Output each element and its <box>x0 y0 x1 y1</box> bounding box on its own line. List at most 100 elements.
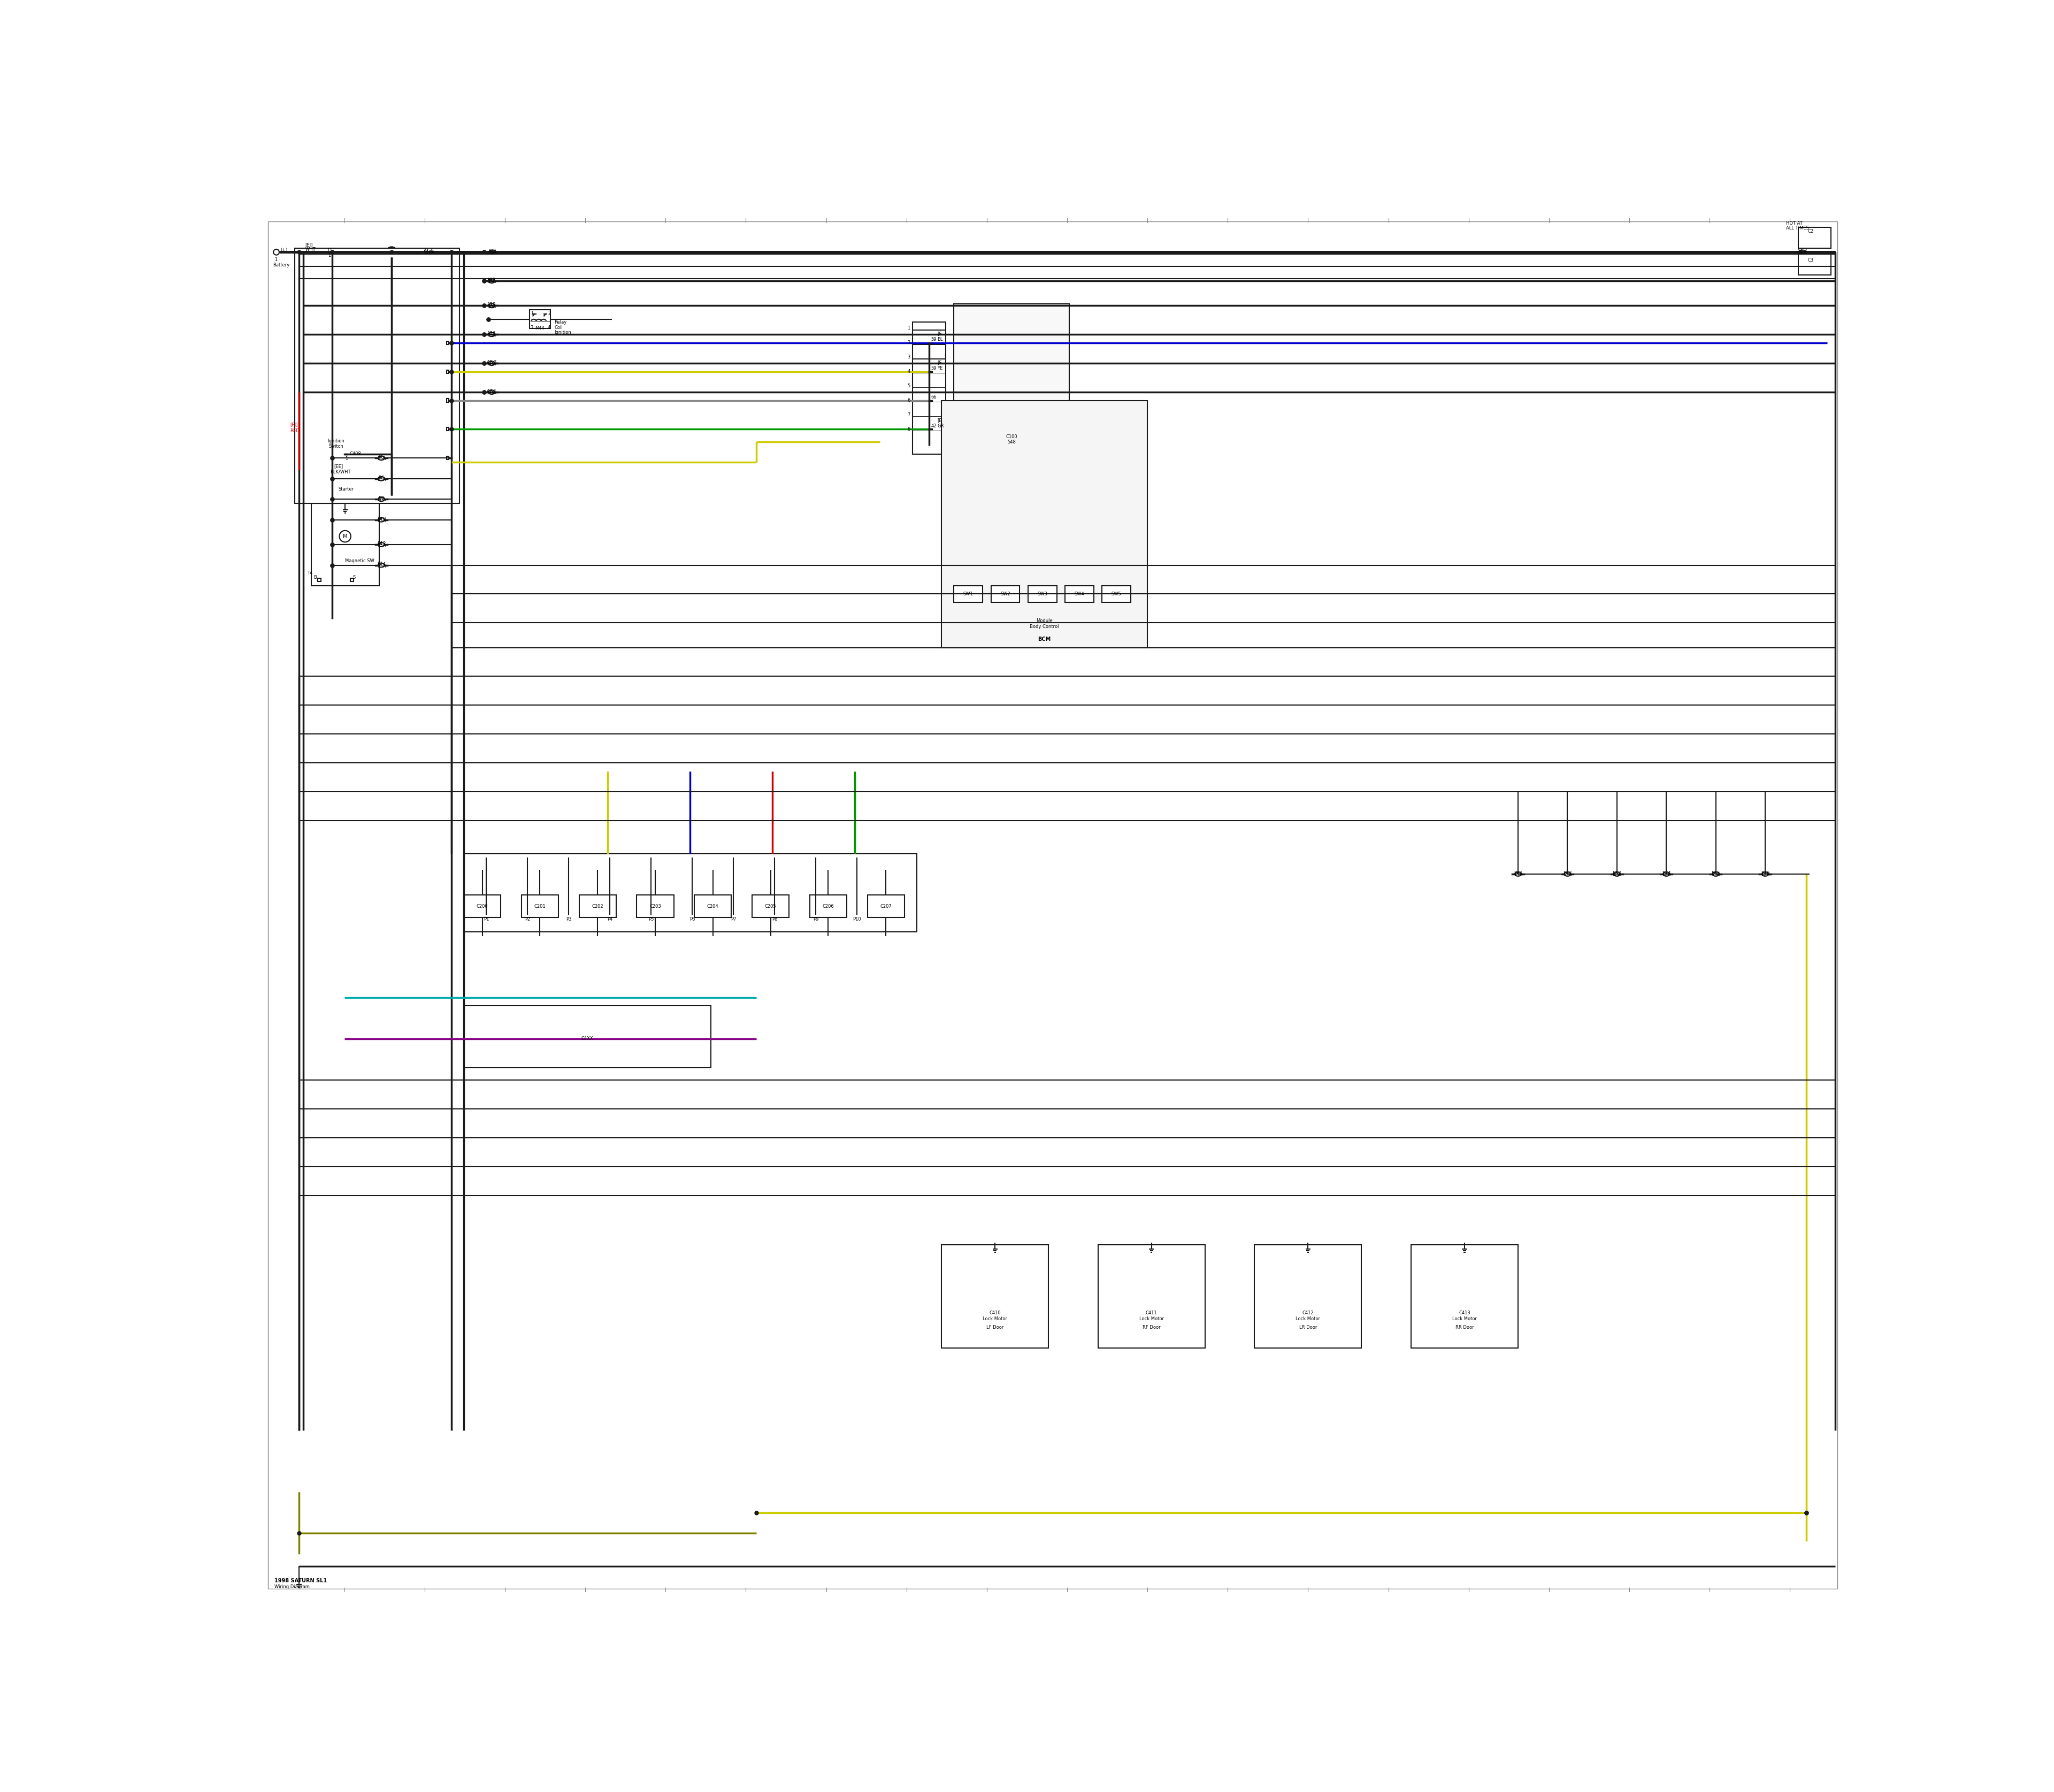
Text: 42: 42 <box>930 423 937 428</box>
Text: Ignition: Ignition <box>555 330 571 335</box>
Text: C412: C412 <box>1302 1310 1315 1315</box>
Text: Body Control: Body Control <box>1029 625 1060 629</box>
Bar <box>1066 586 1095 602</box>
Text: P7: P7 <box>731 918 735 921</box>
Text: C202: C202 <box>592 903 604 909</box>
Text: B9: B9 <box>378 496 384 500</box>
Text: P8: P8 <box>772 918 778 921</box>
Text: SW4: SW4 <box>1074 591 1085 597</box>
Bar <box>1797 228 1830 247</box>
Text: B34: B34 <box>1662 871 1670 876</box>
Text: 10A: 10A <box>1760 873 1771 878</box>
Text: Magnetic SW: Magnetic SW <box>345 559 374 563</box>
Text: Module: Module <box>1035 618 1052 624</box>
Bar <box>933 340 935 344</box>
Text: P10: P10 <box>852 918 861 921</box>
Text: P4: P4 <box>608 918 612 921</box>
Text: SW3: SW3 <box>1037 591 1048 597</box>
Bar <box>990 586 1019 602</box>
Text: B36: B36 <box>1760 871 1771 876</box>
Text: [E
GR: [E GR <box>937 418 945 428</box>
Text: C4XX: C4XX <box>581 1036 594 1041</box>
Text: 1: 1 <box>329 253 331 258</box>
Bar <box>809 894 846 918</box>
Text: C2: C2 <box>1808 229 1814 235</box>
Text: 15A: 15A <box>378 518 386 523</box>
Text: T4: T4 <box>308 572 312 575</box>
Bar <box>953 303 1070 452</box>
Text: 1: 1 <box>345 457 347 461</box>
Bar <box>953 586 982 602</box>
Bar <box>448 428 450 430</box>
Bar <box>296 247 460 504</box>
Bar <box>530 310 550 328</box>
Text: 15A: 15A <box>1563 873 1571 878</box>
Text: Lock Motor: Lock Motor <box>1296 1317 1321 1321</box>
Text: 20A: 20A <box>1612 873 1621 878</box>
Text: C413: C413 <box>1458 1310 1471 1315</box>
Bar <box>448 457 450 461</box>
Text: 7: 7 <box>908 412 910 418</box>
Text: 15A: 15A <box>378 457 386 461</box>
Bar <box>933 400 935 401</box>
Text: 2: 2 <box>548 310 550 315</box>
Text: B32: B32 <box>1563 871 1571 876</box>
Text: 3: 3 <box>530 324 534 330</box>
Text: C203: C203 <box>649 903 661 909</box>
Bar <box>694 894 731 918</box>
Text: 10A: 10A <box>487 305 497 308</box>
Text: ALL TIMES: ALL TIMES <box>1785 226 1810 231</box>
Text: 100A: 100A <box>423 251 435 256</box>
Text: M: M <box>343 534 347 539</box>
Text: B33: B33 <box>1612 871 1621 876</box>
Text: 30A: 30A <box>1797 251 1808 256</box>
Text: P9: P9 <box>813 918 820 921</box>
Text: P2: P2 <box>524 918 530 921</box>
Text: M44: M44 <box>536 326 544 332</box>
Text: 15A: 15A <box>378 543 386 548</box>
Text: S: S <box>353 575 355 581</box>
Text: 15A: 15A <box>1514 873 1522 878</box>
Text: 10A: 10A <box>378 498 386 502</box>
Text: C204: C204 <box>707 903 719 909</box>
Text: A22: A22 <box>487 278 497 283</box>
Bar <box>312 504 380 586</box>
Text: Wiring Diagram: Wiring Diagram <box>275 1584 310 1590</box>
Text: 10A: 10A <box>1662 873 1670 878</box>
Text: B12: B12 <box>378 541 386 547</box>
Bar <box>316 418 357 471</box>
Text: WHT: WHT <box>306 247 316 253</box>
Text: 15A: 15A <box>489 251 497 256</box>
Text: [E
YE: [E YE <box>937 360 943 371</box>
Text: [EJ]: [EJ] <box>290 423 298 428</box>
Text: P6: P6 <box>690 918 694 921</box>
Text: 59: 59 <box>930 366 937 371</box>
Text: 59: 59 <box>930 337 937 342</box>
Text: C411: C411 <box>1146 1310 1156 1315</box>
Text: RED: RED <box>290 428 300 434</box>
Text: C100
548: C100 548 <box>1006 434 1017 444</box>
Text: 6: 6 <box>908 398 910 403</box>
Text: A2-1: A2-1 <box>487 389 497 394</box>
Bar <box>941 400 1148 647</box>
Bar <box>1027 586 1058 602</box>
Text: C201: C201 <box>534 903 546 909</box>
Text: A21: A21 <box>489 249 497 254</box>
Bar <box>1255 1245 1362 1348</box>
Text: C3: C3 <box>1808 258 1814 263</box>
Text: A2-3: A2-3 <box>487 360 497 366</box>
Text: A16: A16 <box>487 332 497 337</box>
Text: 66: 66 <box>930 394 937 400</box>
Bar <box>464 894 501 918</box>
Bar <box>318 579 320 582</box>
Text: LR Door: LR Door <box>1298 1324 1317 1330</box>
Text: 1: 1 <box>530 310 534 315</box>
Bar <box>1099 1245 1206 1348</box>
Text: T1: T1 <box>327 247 333 253</box>
Text: [E
BL: [E BL <box>937 332 943 342</box>
Text: 15A: 15A <box>378 564 386 568</box>
Text: SW2: SW2 <box>1000 591 1011 597</box>
Circle shape <box>390 251 392 254</box>
Bar <box>351 579 353 582</box>
Text: 15A: 15A <box>1711 873 1719 878</box>
